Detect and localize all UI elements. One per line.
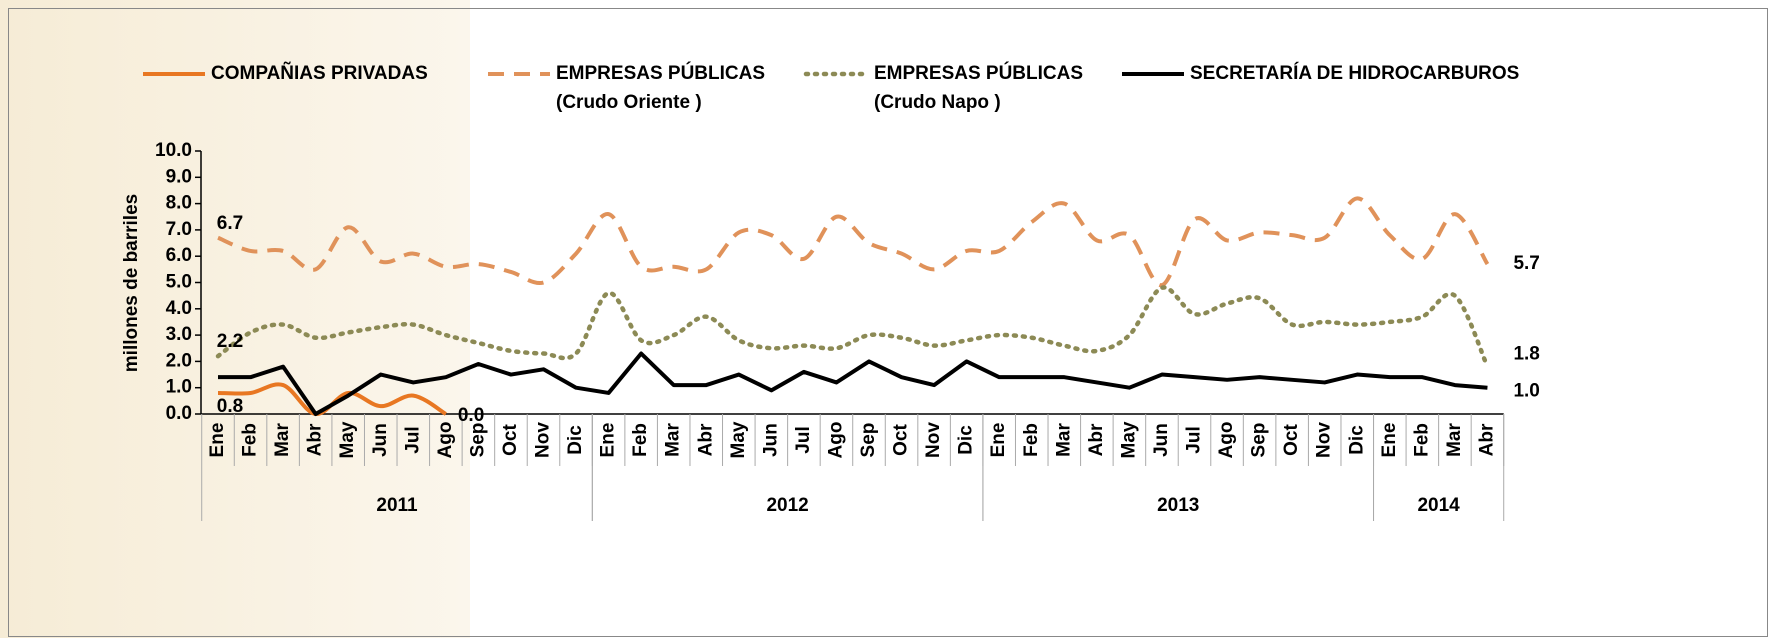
- x-tick-label: Dic: [956, 425, 977, 455]
- x-tick-label: Nov: [923, 422, 944, 458]
- x-tick-label: Jul: [402, 426, 423, 453]
- x-tick-label: Ago: [435, 422, 456, 459]
- y-tick-label: 9.0: [166, 166, 192, 187]
- x-tick-label: Abr: [1086, 423, 1107, 456]
- x-tick-label: Ene: [988, 423, 1009, 458]
- x-tick-label: Mar: [1444, 423, 1465, 457]
- x-tick-label: Jun: [370, 423, 391, 457]
- x-tick-label: Feb: [1411, 423, 1432, 457]
- y-tick-label: 4.0: [166, 298, 192, 319]
- x-tick-label: Nov: [1314, 422, 1335, 458]
- x-tick-label: Feb: [1021, 423, 1042, 457]
- data-label: 2.2: [217, 331, 243, 352]
- x-tick-label: Jun: [1151, 423, 1172, 457]
- y-tick-label: 8.0: [166, 193, 192, 214]
- y-tick-label: 6.0: [166, 245, 192, 266]
- x-tick-label: Jun: [760, 423, 781, 457]
- data-label: 1.8: [1513, 344, 1539, 365]
- x-tick-label: Mar: [663, 423, 684, 457]
- legend-label: EMPRESAS PÚBLICAS: [874, 62, 1083, 84]
- x-tick-label: May: [728, 421, 749, 458]
- x-tick-label: Abr: [305, 423, 326, 456]
- group-label: 2011: [376, 495, 418, 516]
- x-tick-label: Jul: [1184, 426, 1205, 453]
- x-tick-label: Ene: [598, 423, 619, 458]
- x-tick-label: Oct: [1281, 423, 1302, 455]
- y-tick-label: 2.0: [166, 350, 192, 371]
- x-tick-label: Mar: [272, 423, 293, 457]
- y-tick-label: 10.0: [155, 140, 192, 161]
- data-label: 1.0: [1513, 381, 1539, 402]
- x-tick-label: Sep: [858, 423, 879, 458]
- legend-label: EMPRESAS PÚBLICAS: [556, 62, 765, 84]
- x-tick-label: Dic: [1346, 425, 1367, 455]
- x-tick-label: Ago: [825, 422, 846, 459]
- chart: millones de barriles 0.0 1.0 2.0 3.0 4.0 5.0 6…: [0, 0, 1769, 638]
- x-tick-label: Oct: [891, 423, 912, 455]
- x-tick-label: Feb: [240, 423, 261, 457]
- data-label: 0.8: [217, 396, 243, 417]
- x-tick-label: Abr: [695, 423, 716, 456]
- background-watermark: [0, 0, 470, 638]
- y-tick-label: 5.0: [166, 272, 192, 293]
- x-tick-label: Sep: [1249, 423, 1270, 458]
- x-tick-label: May: [337, 421, 358, 458]
- group-label: 2014: [1417, 495, 1460, 516]
- data-label: 5.7: [1513, 253, 1539, 274]
- legend-label: (Crudo Napo ): [874, 92, 1001, 113]
- y-tick-label: 3.0: [166, 324, 192, 345]
- legend-label: (Crudo Oriente ): [556, 92, 702, 113]
- legend-label: COMPAÑIAS PRIVADAS: [211, 62, 428, 84]
- x-tick-label: Feb: [630, 423, 651, 457]
- x-tick-label: Jul: [793, 426, 814, 453]
- group-label: 2013: [1157, 495, 1199, 516]
- data-label: 6.7: [217, 213, 243, 234]
- x-tick-label: Ene: [207, 423, 228, 458]
- legend-label: SECRETARÍA DE HIDROCARBUROS: [1190, 62, 1519, 84]
- x-tick-label: Oct: [500, 423, 521, 455]
- x-tick-label: May: [1118, 421, 1139, 458]
- y-tick-label: 1.0: [166, 377, 192, 398]
- data-label: 0.0: [458, 405, 484, 426]
- x-tick-label: Nov: [533, 422, 554, 458]
- x-tick-label: Sep: [467, 423, 488, 458]
- group-label: 2012: [766, 495, 808, 516]
- y-axis-label: millones de barriles: [121, 194, 142, 372]
- y-tick-label: 0.0: [166, 403, 192, 424]
- x-tick-label: Ago: [1216, 422, 1237, 459]
- x-tick-label: Dic: [565, 425, 586, 455]
- x-tick-label: Ene: [1379, 423, 1400, 458]
- x-tick-label: Mar: [1053, 423, 1074, 457]
- y-tick-label: 7.0: [166, 219, 192, 240]
- x-tick-label: Abr: [1476, 423, 1497, 456]
